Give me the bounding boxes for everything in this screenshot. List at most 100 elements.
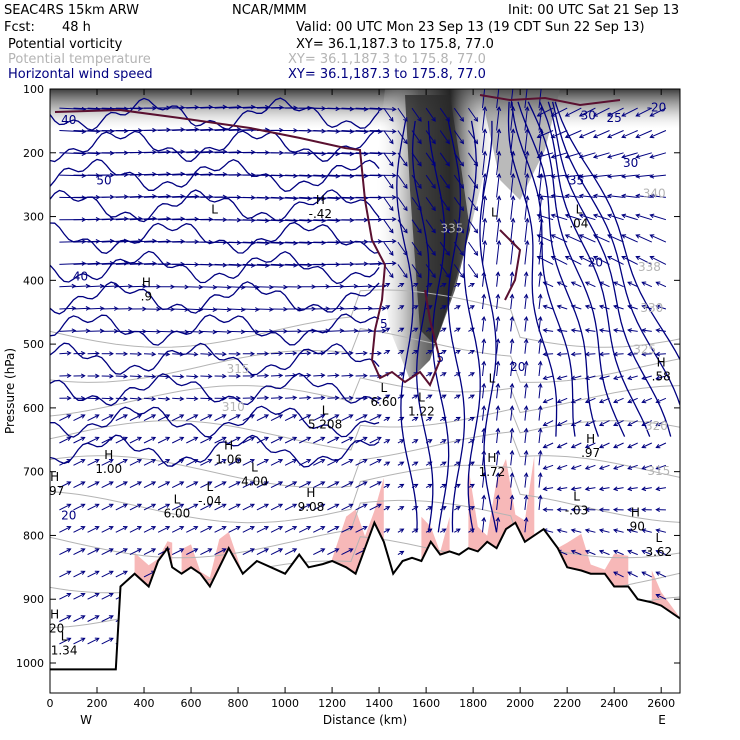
x-tick-label: 2600 [647, 697, 675, 710]
wind-vector [453, 264, 464, 278]
wind-vector-head [441, 327, 447, 332]
wind-vector [186, 503, 198, 511]
wind-vector-head [320, 503, 326, 508]
wind-vector-head [94, 615, 100, 620]
wind-vector-head [403, 251, 408, 256]
wind-vector-head [334, 436, 340, 441]
wind-vector-head [320, 526, 326, 531]
wind-vector [87, 637, 100, 645]
wind-vector [439, 416, 447, 422]
wind-vector-head [537, 382, 543, 388]
wind-vector-head [459, 161, 464, 167]
wind-vector [397, 439, 404, 444]
wind-vector-head [536, 112, 542, 117]
wind-vector-head [321, 151, 327, 157]
wind-vector-head [627, 507, 632, 513]
wind-vector [369, 481, 382, 489]
wind-vector-head [511, 85, 515, 89]
wind-vector [397, 506, 404, 511]
wind-vector-head [469, 506, 475, 511]
wind-vector-head [510, 195, 516, 201]
wind-vector [599, 420, 610, 426]
wind-vector-head [334, 548, 340, 553]
wind-vector [482, 406, 485, 421]
wind-vector [453, 219, 464, 233]
wind-vector [613, 420, 624, 426]
wind-vector [186, 353, 198, 355]
wind-vector [242, 481, 255, 489]
wind-vector [599, 397, 610, 403]
wind-vector [425, 372, 432, 377]
wind-vector [327, 526, 339, 533]
wind-vector [214, 481, 227, 489]
wind-vector [186, 308, 203, 311]
wind-vector-head [385, 439, 391, 444]
wind-vector [585, 529, 596, 533]
wind-vector-head [556, 507, 562, 513]
wind-vector-head [151, 459, 157, 464]
wind-vector-head [264, 373, 270, 379]
wind-vector-head [325, 328, 331, 334]
wind-vector-head [455, 483, 461, 489]
wind-vector [538, 428, 542, 444]
wind-vector-head [109, 351, 114, 357]
wind-vector [115, 285, 132, 288]
wind-vector-head [542, 375, 548, 381]
wind-contour-line [427, 120, 450, 533]
wind-vector-head [221, 481, 227, 486]
wind-vector-head [455, 416, 461, 422]
wind-vector-head [469, 416, 475, 422]
wind-vector-head [509, 360, 515, 366]
wind-vector [439, 439, 447, 444]
wind-vector-head [578, 173, 584, 179]
wind-vector-head [598, 549, 604, 555]
wind-vector-head [292, 503, 298, 508]
wind-vector-head [538, 150, 544, 156]
wind-vector [214, 503, 227, 511]
wind-vector [397, 174, 408, 189]
wind-vector [571, 353, 582, 355]
wind-vector-head [481, 472, 487, 478]
wind-vector-head [278, 373, 284, 378]
x-tick-label: 200 [87, 697, 108, 710]
y-tick-label: 900 [23, 593, 44, 606]
wind-vector [59, 107, 86, 110]
wind-vector [496, 294, 499, 310]
wind-vector-head [403, 117, 408, 122]
wind-vector [285, 263, 312, 266]
wind-vector [627, 442, 638, 448]
wind-vector [621, 234, 638, 243]
wind-vector-head [655, 281, 661, 286]
wind-vector [73, 503, 85, 511]
wind-vector-head [627, 528, 633, 533]
wind-vector [467, 219, 478, 233]
wind-vector [557, 529, 568, 533]
wind-vector [129, 217, 156, 221]
wind-vector [454, 372, 461, 377]
wind-vector-head [66, 395, 72, 401]
wind-vector [510, 107, 514, 131]
wind-vector-head [151, 548, 157, 553]
wind-vector-head [495, 271, 501, 277]
wind-vector-head [655, 593, 661, 599]
wind-vector [73, 637, 85, 645]
wind-vector [298, 459, 311, 466]
wind-vector-head [592, 213, 598, 219]
wind-vector [538, 339, 542, 354]
wind-vector [299, 374, 311, 377]
wind-vector-head [641, 351, 647, 357]
wind-vector [200, 481, 212, 489]
wind-vector [439, 219, 450, 233]
wind-vector-head [598, 351, 604, 357]
wind-vector-head [441, 439, 447, 444]
wind-vector [383, 197, 394, 211]
extremum-marker: L [576, 202, 583, 216]
wind-vector [369, 436, 382, 444]
wind-vector-head [151, 526, 157, 531]
wind-vector-head [481, 360, 487, 366]
wind-vector [284, 526, 297, 533]
wind-vector [510, 495, 513, 510]
wind-vector-head [431, 273, 436, 279]
wind-vector [143, 436, 156, 444]
wind-vector [214, 106, 241, 109]
